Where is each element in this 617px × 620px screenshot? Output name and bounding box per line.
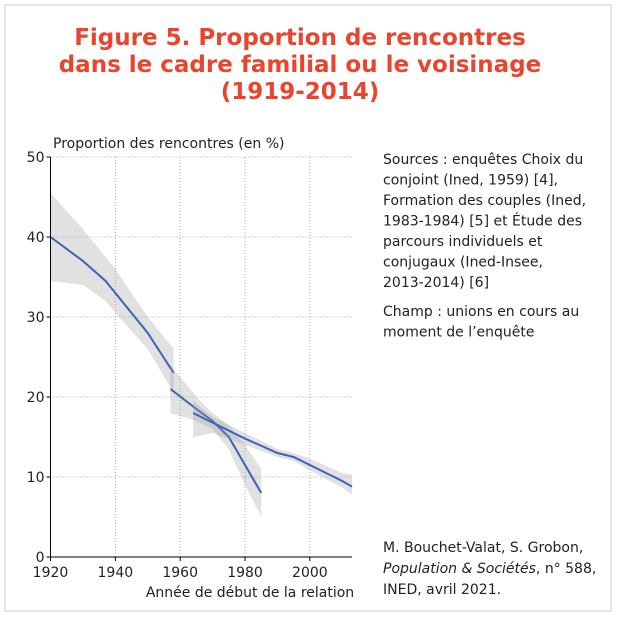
y-axis-label: Proportion des rencontres (en %) (53, 136, 284, 152)
y-tick-label: 40 (27, 230, 45, 246)
sources-line: parcours individuels et (383, 234, 543, 250)
scope-line: Champ : unions en cours au (383, 304, 579, 320)
sources-line: Formation des couples (Ined, (383, 193, 586, 209)
credit-issue: , n° 588, (536, 561, 596, 577)
confidence-band (193, 401, 352, 495)
sources-line: Sources : enquêtes Choix du (383, 152, 583, 168)
chart-title: dans le cadre familial ou le voisinage (59, 52, 542, 78)
chart-title: Figure 5. Proportion de rencontres (74, 25, 526, 51)
trend-line (169, 388, 263, 494)
x-tick-label: 1960 (162, 565, 198, 581)
confidence-band (170, 365, 262, 517)
trend-line (49, 236, 175, 374)
sources-line: conjoint (Ined, 1959) [4], (383, 173, 558, 189)
x-tick-label: 1940 (98, 565, 134, 581)
credit-authors: M. Bouchet-Valat, S. Grobon, (383, 540, 583, 556)
y-tick-label: 10 (27, 470, 45, 486)
credit-publisher: INED, avril 2021. (383, 582, 501, 598)
y-tick-label: 30 (27, 310, 45, 326)
x-tick-label: 1980 (227, 565, 263, 581)
credit-journal-line: Population & Sociétés, n° 588, (383, 561, 596, 577)
x-tick-label: 2000 (292, 565, 328, 581)
chart-title: (1919-2014) (221, 79, 380, 105)
confidence-band (50, 193, 174, 393)
sources-line: 2013-2014) [6] (383, 275, 489, 291)
trend-line (192, 412, 353, 488)
y-tick-label: 0 (36, 550, 45, 566)
x-axis-label: Année de début de la relation (146, 585, 354, 601)
sources-line: 1983-1984) [5] et Étude des (383, 213, 582, 230)
credit-journal: Population & Sociétés (383, 561, 536, 577)
y-tick-label: 20 (27, 390, 45, 406)
x-tick-label: 1920 (33, 565, 69, 581)
y-tick-label: 50 (27, 150, 45, 166)
sources-line: conjugaux (Ined-Insee, (383, 255, 543, 271)
frame (4, 4, 612, 612)
scope-line: moment de l’enquête (383, 325, 535, 341)
